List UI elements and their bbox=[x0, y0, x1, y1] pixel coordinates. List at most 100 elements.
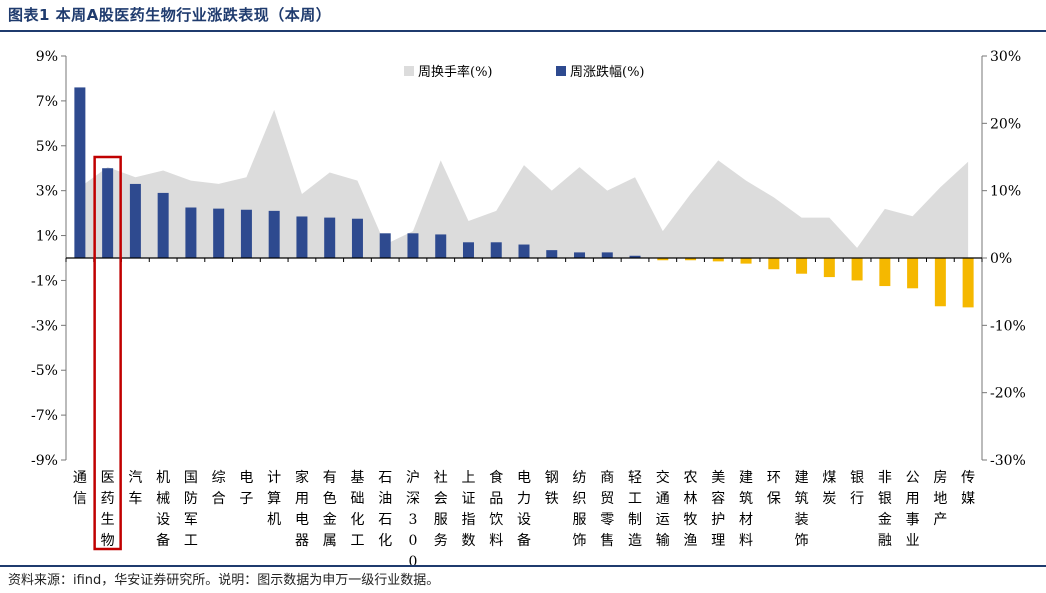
category-char: 会 bbox=[434, 491, 448, 507]
category-char: 油 bbox=[378, 491, 392, 507]
category-char: 0 bbox=[409, 554, 418, 565]
turnover-area bbox=[79, 109, 969, 258]
category-char: 理 bbox=[711, 533, 725, 549]
category-char: 属 bbox=[323, 533, 337, 549]
category-char: 医 bbox=[101, 470, 115, 486]
bar-9 bbox=[324, 217, 336, 258]
category-char: 备 bbox=[156, 532, 170, 549]
category-char: 有 bbox=[323, 470, 337, 486]
legend-swatch-area bbox=[404, 66, 414, 76]
category-char: 生 bbox=[101, 512, 115, 528]
category-char: 炭 bbox=[822, 491, 836, 507]
bar-16 bbox=[518, 244, 530, 258]
category-char: 护 bbox=[711, 512, 725, 528]
legend-swatch-bar bbox=[556, 66, 566, 76]
category-char: 筑 bbox=[795, 491, 809, 507]
category-char: 媒 bbox=[961, 491, 975, 507]
bar-11 bbox=[379, 233, 391, 258]
left-tick-label: -1% bbox=[31, 273, 58, 289]
category-char: 运 bbox=[656, 512, 670, 528]
category-char: 渔 bbox=[684, 533, 698, 549]
category-char: 化 bbox=[378, 533, 392, 549]
category-label: 综合 bbox=[212, 470, 226, 507]
category-label: 银行 bbox=[850, 470, 864, 507]
category-char: 指 bbox=[461, 512, 475, 528]
category-label: 传媒 bbox=[961, 470, 975, 507]
category-char: 牧 bbox=[684, 512, 698, 528]
chart-area: 9% 7% 5% 3% 1% -1% -3% -5% -7% -9% 30% 20% 10% 0% -10… bbox=[31, 49, 1026, 565]
category-char: 料 bbox=[739, 533, 753, 549]
category-labels: 通信医药生物汽车机械设备国防军工综合电子计算机家用电器有色金属基础化工石油石化沪… bbox=[73, 469, 975, 565]
category-char: 品 bbox=[489, 491, 503, 507]
category-char: 材 bbox=[739, 512, 753, 528]
category-char: 地 bbox=[933, 491, 947, 507]
turnover-area-layer bbox=[79, 109, 969, 258]
bottom-rule bbox=[0, 565, 1046, 567]
bar-32 bbox=[962, 258, 974, 308]
left-tick-label: 5% bbox=[36, 139, 58, 155]
right-tick-label: 30% bbox=[990, 49, 1021, 65]
right-tick-label: -10% bbox=[990, 318, 1026, 334]
category-char: 社 bbox=[434, 470, 448, 486]
category-char: 电 bbox=[239, 470, 253, 486]
category-char: 药 bbox=[101, 491, 115, 507]
right-axis-ticks: 30% 20% 10% 0% -10% -20% -30% bbox=[982, 49, 1026, 469]
category-label: 汽车 bbox=[128, 470, 142, 507]
category-char: 装 bbox=[795, 512, 809, 528]
left-tick-label: 3% bbox=[36, 184, 58, 200]
category-label: 钢铁 bbox=[545, 470, 559, 507]
category-char: 石 bbox=[378, 470, 392, 486]
category-char: 贸 bbox=[600, 491, 614, 507]
legend-label-bar: 周涨跌幅(%) bbox=[570, 64, 645, 80]
bar-26 bbox=[796, 258, 808, 274]
category-char: 建 bbox=[795, 470, 809, 486]
category-char: 色 bbox=[323, 490, 337, 507]
category-char: 环 bbox=[767, 470, 781, 486]
bar-24 bbox=[740, 258, 752, 264]
legend: 周换手率(%) 周涨跌幅(%) bbox=[404, 64, 645, 80]
category-char: 料 bbox=[489, 533, 503, 549]
category-char: 传 bbox=[961, 470, 975, 486]
left-tick-label: -5% bbox=[31, 363, 58, 379]
bar-6 bbox=[240, 209, 252, 258]
category-char: 备 bbox=[517, 532, 531, 549]
right-tick-label: 20% bbox=[990, 116, 1021, 132]
category-char: 建 bbox=[739, 470, 753, 486]
source-note: 资料来源：ifind，华安证券研究所。说明：图示数据为申万一级行业数据。 bbox=[8, 573, 440, 588]
category-char: 保 bbox=[767, 491, 781, 507]
category-char: 力 bbox=[517, 491, 531, 507]
category-char: 工 bbox=[350, 533, 364, 549]
bar-3 bbox=[157, 192, 169, 258]
category-char: 汽 bbox=[128, 470, 142, 486]
category-label: 房地产 bbox=[933, 470, 947, 528]
category-char: 用 bbox=[295, 491, 309, 507]
left-tick-label: -3% bbox=[31, 318, 58, 334]
category-char: 事 bbox=[906, 512, 920, 528]
left-tick-label: 7% bbox=[36, 94, 58, 110]
category-char: 公 bbox=[906, 470, 920, 486]
left-tick-label: -7% bbox=[31, 408, 58, 424]
category-char: 家 bbox=[295, 469, 309, 486]
category-char: 食 bbox=[489, 469, 503, 486]
category-char: 证 bbox=[461, 491, 475, 507]
category-char: 化 bbox=[350, 512, 364, 528]
left-tick-label: 9% bbox=[36, 49, 58, 65]
category-char: 金 bbox=[323, 512, 337, 528]
category-char: 国 bbox=[184, 470, 198, 486]
category-label: 医药生物 bbox=[101, 470, 115, 549]
category-label: 计算机 bbox=[267, 470, 281, 528]
right-tick-label: -30% bbox=[990, 453, 1026, 469]
category-char: 设 bbox=[156, 512, 170, 528]
category-char: 础 bbox=[350, 491, 364, 507]
category-char: 电 bbox=[295, 512, 309, 528]
